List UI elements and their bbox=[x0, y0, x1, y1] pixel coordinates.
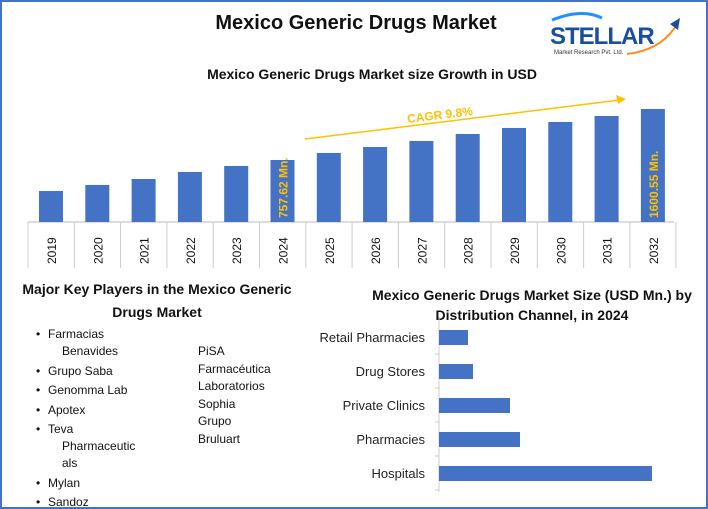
bullet-icon: • bbox=[36, 422, 41, 436]
bar-2028 bbox=[455, 133, 480, 222]
player-name: PiSA bbox=[198, 344, 225, 358]
bar-drug-stores bbox=[439, 364, 473, 379]
player-name: Sandoz bbox=[48, 495, 89, 509]
x-tick-label: 2032 bbox=[647, 237, 661, 264]
player-name: Laboratorios bbox=[198, 379, 265, 393]
player-name: Pharmaceutic bbox=[62, 439, 136, 453]
value-label: 1600.55 Mn. bbox=[647, 151, 661, 218]
bar-2019 bbox=[39, 191, 63, 222]
svg-text:Market Research Pvt. Ltd.: Market Research Pvt. Ltd. bbox=[554, 50, 624, 56]
category-label: Retail Pharmacies bbox=[320, 330, 426, 345]
bar-2032 bbox=[640, 109, 665, 222]
x-tick-label: 2020 bbox=[91, 237, 105, 264]
x-tick-label: 2029 bbox=[508, 237, 522, 264]
player-name: Mylan bbox=[48, 475, 81, 490]
player-name: Teva bbox=[48, 422, 74, 436]
growth-bar-chart: 2019 2020 2021 2022 2023 2024 2025 2026 2027 2028… bbox=[27, 95, 677, 268]
value-label: 757.62 Mn. bbox=[277, 157, 291, 218]
player-name: Apotex bbox=[48, 402, 86, 417]
player-name: als bbox=[62, 456, 78, 470]
bar-2031 bbox=[594, 115, 619, 222]
distribution-bar-chart: Retail Pharmacies Drug Stores Private Clin… bbox=[320, 317, 652, 492]
bullet-icon: • bbox=[36, 327, 41, 341]
player-name: Farmacias bbox=[48, 327, 105, 341]
category-label: Drug Stores bbox=[356, 364, 426, 379]
bar-2022 bbox=[177, 171, 202, 222]
x-tick-label: 2022 bbox=[184, 237, 198, 264]
bar-hospitals bbox=[439, 466, 652, 481]
x-tick-label: 2030 bbox=[554, 237, 568, 264]
bullet-icon: • bbox=[36, 363, 41, 378]
players-title: Major Key Players in the Mexico Generic … bbox=[22, 281, 292, 320]
category-label: Hospitals bbox=[372, 466, 426, 481]
x-tick-label: 2031 bbox=[601, 237, 615, 264]
bar-pharmacies bbox=[439, 432, 520, 447]
bar-2027 bbox=[409, 140, 434, 222]
x-tick-label: 2019 bbox=[45, 237, 59, 264]
bullet-icon: • bbox=[36, 402, 41, 417]
cagr-arrow bbox=[304, 99, 621, 140]
x-tick-label: 2026 bbox=[369, 237, 383, 264]
bullet-icon: • bbox=[36, 383, 41, 397]
x-tick-label: 2024 bbox=[277, 237, 291, 264]
bullet-icon: • bbox=[36, 475, 41, 490]
x-tick-label: 2025 bbox=[323, 237, 337, 264]
player-name: Grupo bbox=[198, 414, 232, 428]
distribution-chart-title: Mexico Generic Drugs Market Size (USD Mn… bbox=[372, 287, 692, 323]
player-name: Benavides bbox=[62, 344, 119, 358]
growth-chart-title: Mexico Generic Drugs Market size Growth … bbox=[207, 66, 537, 82]
x-tick-label: 2027 bbox=[415, 237, 429, 264]
stellar-logo: STELLAR Market Research Pvt. Ltd. bbox=[550, 12, 680, 56]
player-name: Genomma Lab bbox=[48, 383, 128, 397]
bar-2020 bbox=[85, 184, 110, 222]
category-label: Private Clinics bbox=[343, 398, 426, 413]
bar-2024 bbox=[270, 160, 295, 222]
x-tick-label: 2021 bbox=[138, 237, 152, 264]
bullet-icon: • bbox=[36, 495, 41, 509]
bar-2029 bbox=[502, 127, 526, 222]
bar-retail-pharmacies bbox=[439, 330, 468, 345]
bar-2021 bbox=[131, 178, 156, 222]
bar-2030 bbox=[548, 121, 573, 222]
bar-2025 bbox=[316, 152, 341, 222]
bar-2026 bbox=[363, 146, 388, 222]
x-tick-label: 2023 bbox=[230, 237, 244, 264]
bar-2023 bbox=[224, 165, 249, 222]
main-title: Mexico Generic Drugs Market bbox=[215, 12, 497, 34]
x-tick-label: 2028 bbox=[462, 237, 476, 264]
player-name: Farmacéutica bbox=[198, 361, 271, 376]
bar-private-clinics bbox=[439, 398, 510, 413]
svg-text:STELLAR: STELLAR bbox=[550, 23, 654, 50]
category-label: Pharmacies bbox=[356, 432, 425, 447]
player-name: Sophia bbox=[198, 396, 236, 411]
player-name: Grupo Saba bbox=[48, 363, 113, 378]
player-name: Bruluart bbox=[198, 431, 241, 446]
arrowhead bbox=[616, 95, 626, 104]
